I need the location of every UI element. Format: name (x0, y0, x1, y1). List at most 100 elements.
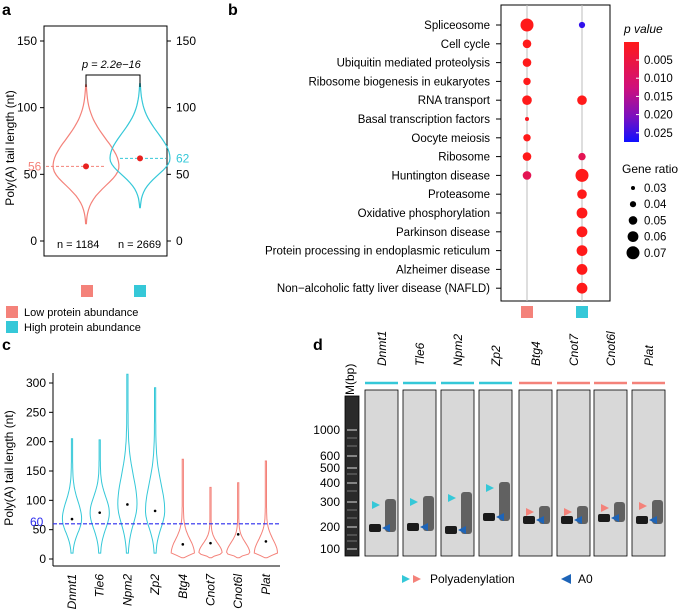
gel-lane-cnot6l: Cnot6l (593, 331, 628, 557)
panel-d-label: d (313, 337, 323, 354)
gene-median-dot-btg4 (181, 543, 185, 546)
gene-median-dot-cnot6l (236, 533, 240, 536)
gene-ratio-label: 0.06 (644, 232, 666, 244)
n-high: n = 2669 (118, 239, 161, 251)
enrichment-dot (576, 264, 588, 275)
gel-lane-box (518, 389, 553, 557)
pvalue-tick-label: 0.020 (644, 110, 673, 122)
legend-swatch-low (6, 306, 18, 318)
polyadenylation-arrow-icon (601, 504, 609, 512)
gel-lane-npm2: Npm2 (440, 334, 475, 557)
gel-a0-band (561, 516, 573, 524)
gel-lane-zp2: Zp2 (478, 345, 513, 557)
gene-ratio-legend-title: Gene ratio (622, 162, 678, 176)
gel-a0-band (445, 526, 457, 534)
panel-c-label: c (2, 337, 11, 354)
category-square-low (521, 306, 533, 318)
tick-label-left-150: 150 (17, 34, 37, 48)
polyadenylation-arrow-salmon-icon (413, 575, 421, 583)
gel-a0-band (483, 513, 495, 521)
gene-label-btg4: Btg4 (176, 574, 190, 599)
pvalue-colorbar (624, 42, 639, 142)
enrichment-dot (523, 134, 531, 142)
pathway-term: Proteasome (428, 189, 490, 201)
panel-a-right-axis: 0 50 100 150 (167, 34, 196, 248)
marker-ladder-bands (347, 429, 357, 550)
gel-lane-tle6: Tle6 (402, 342, 437, 557)
pathway-term: Basal transcription factors (358, 114, 491, 126)
significance-bracket (85, 74, 141, 87)
pathway-term: Protein processing in endoplasmic reticu… (265, 246, 490, 258)
violin-low-abundance (52, 84, 120, 225)
pathway-term: Alzheimer disease (396, 264, 490, 276)
panel-a-label: a (2, 2, 11, 19)
gel-poly-band (423, 496, 434, 531)
gene-violin-plat (253, 460, 279, 559)
gel-lanes: Dnmt1 Tle6 Npm2 Zp2 Btg4 Cnot7 Cnot6l Plat (364, 331, 666, 557)
enrichment-dot (522, 95, 532, 105)
ytick-label: 150 (26, 464, 46, 478)
marker-tick-label: 400 (320, 476, 340, 490)
polyadenylation-arrow-icon (486, 484, 494, 492)
polyadenylation-arrow-icon (639, 502, 647, 510)
gene-violin-dnmt1 (61, 438, 83, 554)
gel-gene-label: Cnot6l (604, 331, 618, 366)
enrichment-dot (576, 207, 588, 219)
enrichment-dot (578, 152, 586, 161)
legend-label-low: Low protein abundance (24, 307, 138, 319)
gene-ratio-label: 0.03 (644, 183, 666, 195)
pathway-term: Ribosome biogenesis in eukaryotes (308, 76, 490, 88)
legend-label-high: High protein abundance (24, 322, 141, 334)
gene-median-dot-dnmt1 (70, 517, 74, 521)
tick-label-left-100: 100 (17, 101, 37, 115)
gene-violin-npm2 (117, 373, 138, 554)
gene-label-npm2: Npm2 (120, 574, 134, 606)
tick-label-right-150: 150 (176, 34, 196, 48)
reference-line-label: 60 (30, 515, 44, 529)
category-square-high (134, 285, 146, 297)
panel-c-gene-labels: Dnmt1 Tle6 Npm2 Zp2 Btg4 Cnot7 Cnot6l Plat (65, 573, 273, 610)
gene-ratio-dot (629, 201, 637, 208)
polyadenylation-arrow-icon (372, 501, 380, 509)
gene-ratio-dot (627, 231, 639, 243)
polyadenylation-arrow-icon (448, 494, 456, 502)
gene-label-tle6: Tle6 (93, 574, 107, 598)
gene-ratio-dot (631, 186, 635, 190)
gel-a0-band (636, 516, 648, 524)
pathway-term: Parkinson disease (396, 227, 490, 239)
marker-title: M(bp) (343, 364, 357, 395)
panel-a-left-axis: 0 50 100 150 (17, 34, 44, 248)
gel-lane-plat: Plat (631, 345, 666, 557)
enrichment-dots (520, 18, 589, 294)
pvalue-legend-title: p value (623, 22, 663, 36)
gel-a0-band (598, 514, 610, 522)
marker-tick-label: 100 (320, 542, 340, 556)
tick-label-right-0: 0 (176, 234, 183, 248)
a0-arrow-icon (420, 523, 428, 531)
pathway-term: Ribosome (438, 152, 490, 164)
marker-tick-label: 300 (320, 495, 340, 509)
pathway-term: Cell cycle (441, 39, 490, 51)
panel-a-ylabel: Poly(A) tail length (nt) (3, 90, 17, 205)
gene-label-zp2: Zp2 (148, 574, 162, 596)
category-square-high (576, 306, 588, 318)
gel-lane-box (402, 389, 437, 557)
gene-label-cnot7: Cnot7 (204, 573, 218, 606)
gene-violin-zp2 (144, 387, 166, 554)
violin-high-abundance (109, 83, 171, 209)
gene-violin-tle6 (89, 439, 110, 554)
polyadenylation-arrow-icon (526, 508, 534, 516)
a0-arrow-icon (458, 526, 466, 534)
pvalue-tick-label: 0.025 (644, 128, 673, 140)
gel-gene-label: Cnot7 (567, 333, 581, 366)
gene-label-plat: Plat (259, 573, 273, 594)
pathway-term-list: Spliceosome Cell cycle Ubiquitin mediated … (265, 20, 501, 295)
median-dot-high (137, 155, 143, 162)
gel-lane-btg4: Btg4 (518, 341, 553, 557)
marker-ladder-lane (344, 395, 360, 557)
enrichment-dot (578, 21, 586, 29)
gel-lane-cnot7: Cnot7 (556, 333, 591, 557)
gene-ratio-label: 0.07 (644, 248, 666, 260)
a0-arrow-icon (536, 516, 544, 524)
enrichment-dot (576, 245, 588, 256)
